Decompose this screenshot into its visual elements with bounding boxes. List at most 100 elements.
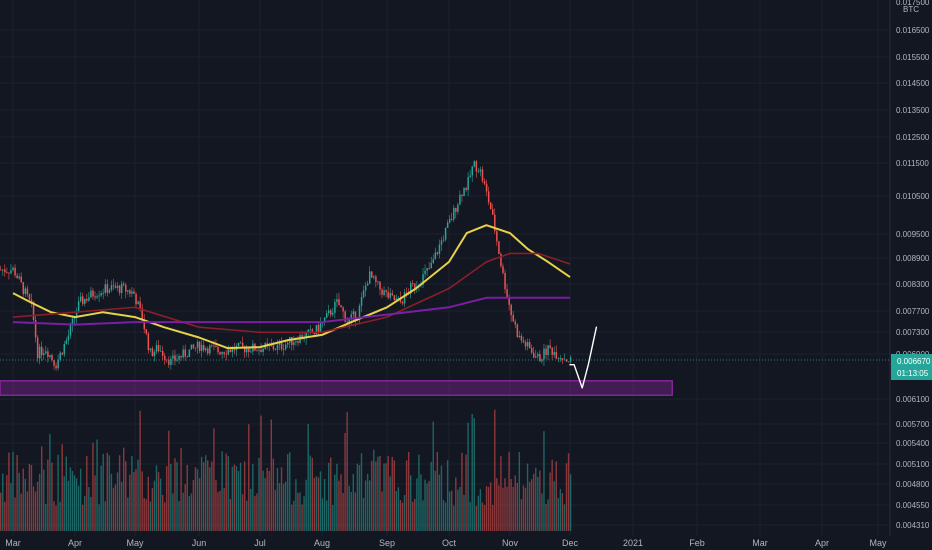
volume-bar xyxy=(518,452,521,531)
ma-fast-line xyxy=(12,224,571,350)
volume-bar xyxy=(360,453,363,531)
volume-bar xyxy=(69,467,72,531)
volume-bar xyxy=(295,479,297,531)
volume-bar xyxy=(463,494,465,531)
price-axis[interactable]: 0.016500 0.015500 0.014500 0.013500 0.012500… xyxy=(896,0,930,530)
candle-body xyxy=(241,342,244,347)
volume-bar xyxy=(387,456,389,531)
candle-body xyxy=(207,348,209,354)
volume-bar xyxy=(434,470,436,531)
candle-body xyxy=(123,283,125,285)
volume-bar xyxy=(362,497,365,531)
candle-body xyxy=(184,349,186,357)
projection-path[interactable] xyxy=(569,326,598,389)
support-zone[interactable] xyxy=(0,380,673,396)
volume-bar xyxy=(155,465,158,531)
volume-bar xyxy=(239,462,242,531)
volume-bar xyxy=(551,459,553,531)
price-tick: 0.008900 xyxy=(896,254,930,263)
candle-body xyxy=(487,191,490,203)
candle-body xyxy=(131,291,133,294)
price-tick: 0.008300 xyxy=(896,280,930,289)
volume-bar xyxy=(264,477,266,531)
candle-body xyxy=(143,320,145,330)
candle-body xyxy=(250,351,252,353)
volume-bar xyxy=(137,459,139,531)
volume-bar xyxy=(2,473,4,531)
volume-bar xyxy=(250,488,252,531)
volume-bar xyxy=(120,481,123,531)
ma-mid-line xyxy=(12,252,571,334)
support-zone-rect[interactable] xyxy=(0,380,673,396)
candle-body xyxy=(213,345,215,347)
price-tick: 0.007300 xyxy=(896,328,930,337)
projection-line[interactable] xyxy=(569,326,598,389)
candle-body xyxy=(16,275,18,279)
volume-bar xyxy=(383,463,385,531)
candle-body xyxy=(504,272,506,290)
candle-body xyxy=(330,310,332,315)
price-tick: 0.017500 xyxy=(896,0,930,7)
volume-bar xyxy=(444,502,447,531)
candle-body xyxy=(451,219,453,220)
candle-body xyxy=(79,296,82,302)
volume-bar xyxy=(446,460,449,531)
volume-bar xyxy=(149,501,152,531)
candle-body xyxy=(362,290,365,298)
volume-bar xyxy=(200,456,203,531)
candle-body xyxy=(481,169,484,182)
price-tick: 0.016500 xyxy=(896,26,930,35)
time-axis[interactable]: Mar Apr May Jun Jul Aug Sep Oct Nov Dec 2021 Feb Mar… xyxy=(5,538,887,548)
candle-body xyxy=(55,365,57,369)
volume-bar xyxy=(377,456,379,531)
volume-bar xyxy=(278,482,281,531)
volume-bar xyxy=(471,413,473,531)
volume-bar xyxy=(34,491,37,531)
candle-body xyxy=(178,356,180,360)
candle-body xyxy=(352,311,355,315)
candle-body xyxy=(82,296,84,304)
volume-bar xyxy=(344,432,346,531)
candle-body xyxy=(311,329,314,333)
volume-bar xyxy=(442,499,445,531)
volume-bar xyxy=(397,487,400,531)
candle-body xyxy=(108,290,111,293)
volume-bar xyxy=(307,423,309,531)
volume-bar xyxy=(524,487,527,531)
candle-body xyxy=(399,297,402,302)
volume-bar xyxy=(266,467,268,531)
candle-body xyxy=(545,348,547,355)
candle-body xyxy=(75,312,78,318)
volume-bar xyxy=(205,455,207,531)
volume-bar xyxy=(358,464,361,531)
candle-body xyxy=(555,351,558,359)
candle-body xyxy=(551,347,553,355)
candle-body xyxy=(157,345,160,352)
time-tick: Apr xyxy=(68,538,82,548)
candle-body xyxy=(332,312,334,315)
price-tick: 0.004550 xyxy=(896,501,930,510)
volume-bar xyxy=(170,463,172,531)
volume-bar xyxy=(328,462,330,531)
volume-bar xyxy=(469,501,471,531)
volume-bar xyxy=(6,475,8,531)
volume-bar xyxy=(38,473,41,531)
candle-body xyxy=(383,290,385,295)
candle-body xyxy=(278,342,281,345)
volume-bar xyxy=(348,485,350,531)
volume-bar xyxy=(24,478,26,531)
volume-bar xyxy=(473,418,475,531)
candle-body xyxy=(549,345,551,348)
candle-body xyxy=(414,283,416,289)
candle-body xyxy=(315,324,318,335)
volume-bar xyxy=(448,491,451,531)
volume-bars xyxy=(0,409,572,531)
volume-bar xyxy=(297,492,299,531)
candle-body xyxy=(274,349,277,350)
volume-bar xyxy=(79,468,82,531)
candle-body xyxy=(114,286,117,288)
candle-body xyxy=(239,342,242,344)
candle-body xyxy=(161,350,164,356)
volume-bar xyxy=(233,464,236,531)
